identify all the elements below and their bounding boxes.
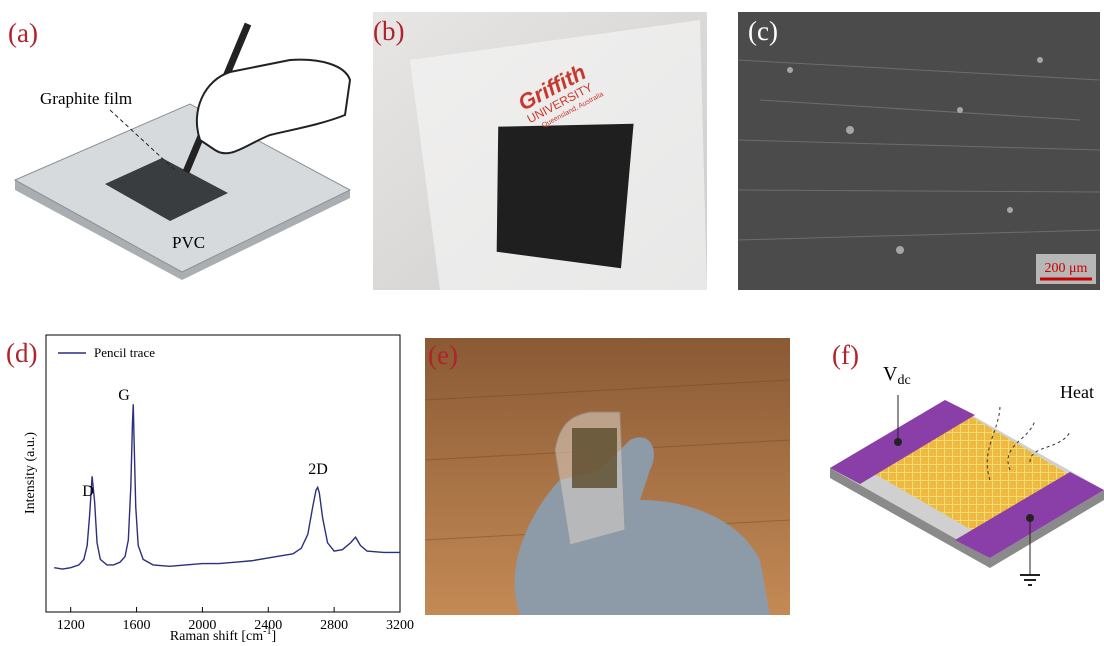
x-axis-label-text: Raman shift [cm <box>170 629 263 644</box>
hand <box>197 60 350 154</box>
sem-image <box>738 12 1100 290</box>
voltage-sub: dc <box>897 373 910 388</box>
voltage-label: Vdc <box>883 363 911 388</box>
y-axis-label: Intensity (a.u.) <box>23 432 38 514</box>
peak-label: G <box>118 387 130 404</box>
film-label: Graphite film <box>40 89 132 108</box>
heat-label: Heat <box>1060 382 1094 402</box>
voltage-text: V <box>883 363 898 385</box>
peak-label: 2D <box>308 461 328 478</box>
graphite-film <box>572 428 617 488</box>
figure: (a) Graphite film PVC Griffith UNIVERSIT… <box>0 0 1104 646</box>
x-tick-label: 2400 <box>254 618 282 633</box>
x-tick-label: 1600 <box>123 618 151 633</box>
panel-c: 200 μm (c) <box>738 12 1100 290</box>
plot-frame <box>46 335 400 612</box>
x-tick-label: 2000 <box>188 618 216 633</box>
contact <box>1026 514 1034 522</box>
x-tick-label: 2800 <box>320 618 348 633</box>
panel-label: (e) <box>428 340 458 370</box>
panel-label: (f) <box>832 340 859 370</box>
x-tick-label: 3200 <box>386 618 414 633</box>
scale-bar-label: 200 μm <box>1045 261 1088 276</box>
peak-label: D <box>82 483 94 500</box>
panel-a: (a) Graphite film PVC <box>8 18 350 280</box>
x-tick-label: 1200 <box>57 618 85 633</box>
contact <box>894 438 902 446</box>
panel-label: (b) <box>373 16 404 46</box>
panel-f: (f) Vdc Heat <box>830 340 1104 585</box>
legend-label: Pencil trace <box>94 345 155 360</box>
graphite-square <box>491 117 633 269</box>
substrate-label: PVC <box>172 233 205 252</box>
ground <box>1020 575 1040 585</box>
panel-label: (d) <box>6 338 37 368</box>
panel-label: (c) <box>748 16 778 46</box>
panel-label: (a) <box>8 18 38 48</box>
line <box>54 404 400 569</box>
panel-e: (e) <box>425 338 790 615</box>
panel-d: (d) Raman shift [cm-1] Intensity (a.u.) … <box>6 335 414 644</box>
panel-b: Griffith UNIVERSITY Queensland, Australi… <box>373 12 707 290</box>
